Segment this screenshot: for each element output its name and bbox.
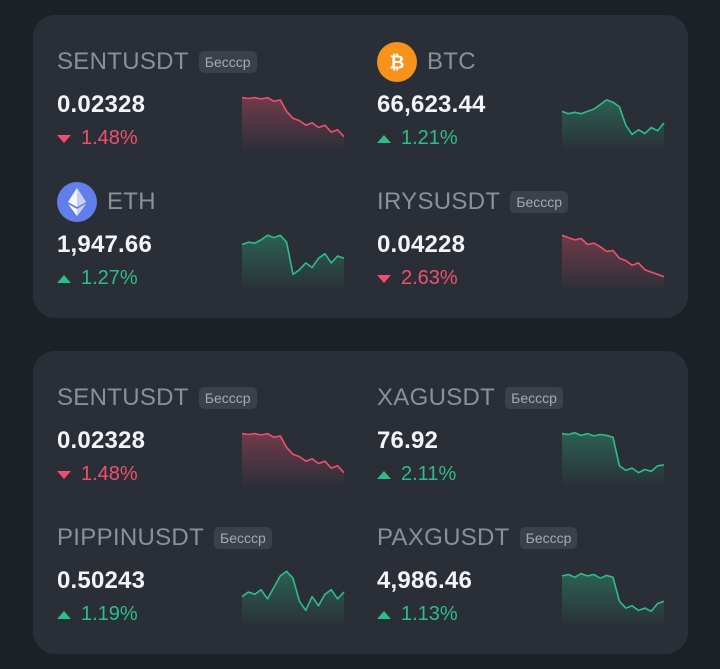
sparkline-line	[561, 99, 665, 136]
perpetual-badge: Бессср	[198, 51, 257, 73]
price-change: 1.48%	[57, 463, 138, 486]
ticker-tile-eth[interactable]: ETH 1,947.66 1.27%	[33, 155, 345, 289]
arrow-up-icon	[57, 610, 71, 619]
arrow-down-icon	[57, 134, 71, 143]
price-change-percent: 1.19%	[81, 603, 138, 625]
price-change-percent: 1.21%	[401, 127, 458, 149]
sparkline-chart	[241, 234, 345, 289]
price-change: 1.21%	[377, 127, 458, 150]
ticker-tile-pippinusdt[interactable]: PIPPINUSDT Бессср 0.50243 1.19%	[33, 491, 345, 625]
symbol-row: ETH	[57, 182, 156, 222]
price-change: 1.48%	[57, 127, 138, 150]
sparkline-chart	[561, 234, 665, 289]
price-change: 1.27%	[57, 267, 138, 290]
sparkline-line	[241, 234, 345, 276]
watchlist-card-2: SENTUSDT Бессср 0.02328 1.48% XAGUSDT Бессср 7…	[33, 351, 688, 654]
ticker-symbol: XAGUSDT	[377, 384, 496, 411]
ticker-symbol: SENTUSDT	[57, 48, 189, 75]
price-change-percent: 2.63%	[401, 267, 458, 289]
ticker-price: 66,623.44	[377, 91, 486, 118]
sparkline-line	[561, 572, 665, 613]
sparkline-area	[562, 99, 664, 149]
perpetual-badge: Бессср	[510, 191, 569, 213]
symbol-row: ₿ BTC	[377, 42, 476, 82]
svg-text:₿: ₿	[390, 52, 405, 73]
price-change: 2.63%	[377, 267, 458, 290]
arrow-up-icon	[57, 274, 71, 283]
sparkline-chart	[561, 99, 665, 149]
price-change-percent: 1.48%	[81, 463, 138, 485]
bitcoin-icon: ₿	[377, 42, 417, 82]
price-change-percent: 1.13%	[401, 603, 458, 625]
ticker-symbol: BTC	[427, 48, 476, 75]
sparkline-chart	[241, 96, 345, 149]
ticker-price: 1,947.66	[57, 231, 153, 258]
price-change-percent: 2.11%	[401, 463, 457, 485]
ticker-tile-sentusdt[interactable]: SENTUSDT Бессср 0.02328 1.48%	[33, 15, 345, 149]
ticker-price: 0.02328	[57, 427, 146, 454]
sparkline-line	[241, 96, 345, 138]
ticker-symbol: SENTUSDT	[57, 384, 189, 411]
sparkline-chart	[561, 572, 665, 625]
perpetual-badge: Бессср	[214, 527, 272, 549]
sparkline-area	[242, 235, 344, 289]
arrow-up-icon	[377, 610, 391, 619]
ticker-tile-irysusdt[interactable]: IRYSUSDT Бессср 0.04228 2.63%	[353, 155, 665, 289]
symbol-row: PAXGUSDT Бессср	[377, 521, 578, 555]
sparkline-area	[242, 97, 344, 149]
price-change: 2.11%	[377, 463, 456, 486]
ticker-price: 0.50243	[57, 567, 146, 594]
watchlist-card-1: SENTUSDT Бессср 0.02328 1.48% ₿ BTC 66,623.44 1…	[33, 15, 688, 318]
sparkline-line	[561, 431, 665, 474]
symbol-row: SENTUSDT Бессср	[57, 381, 257, 415]
price-change-percent: 1.27%	[81, 267, 138, 289]
symbol-row: IRYSUSDT Бессср	[377, 185, 569, 219]
sparkline-line	[241, 432, 345, 474]
price-change: 1.19%	[57, 603, 138, 626]
ticker-symbol: PAXGUSDT	[377, 524, 510, 551]
ticker-symbol: IRYSUSDT	[377, 188, 501, 215]
ethereum-icon	[57, 182, 97, 222]
sparkline-area	[562, 573, 664, 625]
ticker-symbol: PIPPINUSDT	[57, 524, 205, 551]
sparkline-line	[241, 570, 345, 612]
ticker-price: 4,986.46	[377, 567, 473, 594]
ticker-price: 76.92	[377, 427, 439, 454]
ticker-price: 0.04228	[377, 231, 466, 258]
sparkline-chart	[241, 570, 345, 625]
arrow-down-icon	[377, 274, 391, 283]
perpetual-badge: Бессср	[505, 387, 563, 409]
sparkline-area	[562, 432, 664, 485]
ticker-tile-sentusdt[interactable]: SENTUSDT Бессср 0.02328 1.48%	[33, 351, 345, 485]
arrow-up-icon	[377, 134, 391, 143]
ticker-price: 0.02328	[57, 91, 146, 118]
ticker-tile-paxgusdt[interactable]: PAXGUSDT Бессср 4,986.46 1.13%	[353, 491, 665, 625]
perpetual-badge: Бессср	[198, 387, 257, 409]
ticker-tile-xagusdt[interactable]: XAGUSDT Бессср 76.92 2.11%	[353, 351, 665, 485]
sparkline-area	[242, 433, 344, 485]
symbol-row: XAGUSDT Бессср	[377, 381, 563, 415]
sparkline-chart	[561, 431, 665, 485]
symbol-row: SENTUSDT Бессср	[57, 45, 257, 79]
ticker-symbol: ETH	[107, 188, 156, 215]
arrow-up-icon	[377, 470, 391, 479]
symbol-row: PIPPINUSDT Бессср	[57, 521, 272, 555]
price-change: 1.13%	[377, 603, 458, 626]
price-change-percent: 1.48%	[81, 127, 138, 149]
arrow-down-icon	[57, 470, 71, 479]
ticker-tile-btc[interactable]: ₿ BTC 66,623.44 1.21%	[353, 15, 665, 149]
sparkline-chart	[241, 432, 345, 485]
sparkline-area	[562, 235, 664, 289]
perpetual-badge: Бессср	[519, 527, 578, 549]
sparkline-line	[561, 234, 665, 278]
sparkline-area	[242, 571, 344, 625]
